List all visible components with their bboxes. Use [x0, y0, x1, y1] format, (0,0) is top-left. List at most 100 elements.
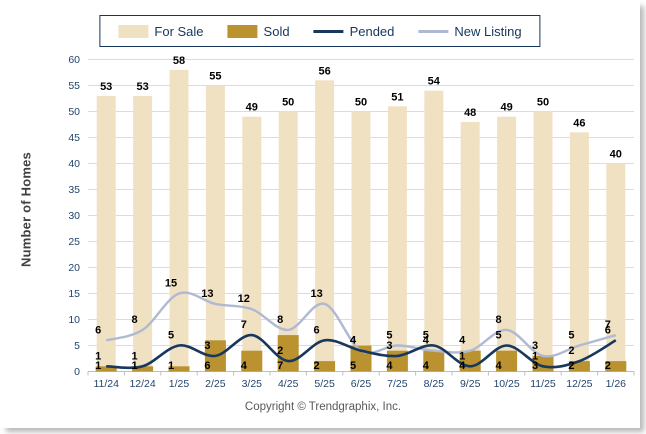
y-tick-label: 35 [68, 184, 80, 196]
bar-for-sale [351, 111, 371, 372]
x-tick-label: 3/25 [242, 378, 263, 390]
label-pended: 4 [350, 335, 357, 347]
x-tick-label: 4/25 [278, 378, 299, 390]
bar-sold [496, 350, 518, 372]
label-pended: 1 [459, 350, 465, 362]
label-pended: 3 [386, 340, 392, 352]
label-sold: 2 [314, 360, 320, 372]
chart-canvas: 0 5 10 15 20 25 30 35 40 45 50 55 60 53 53 58 55 49 50 56 50… [18, 15, 635, 413]
bar-for-sale [387, 106, 407, 372]
bar-for-sale [569, 132, 589, 372]
label-sold: 4 [459, 360, 466, 372]
bar-for-sale [96, 95, 116, 372]
label-for-sale: 50 [355, 97, 367, 109]
label-pended: 1 [95, 350, 101, 362]
label-for-sale: 49 [500, 102, 512, 114]
legend-label: For Sale [154, 23, 204, 39]
label-new-listing: 8 [277, 314, 283, 326]
bar-for-sale [278, 111, 298, 372]
label-pended: 2 [277, 345, 283, 357]
label-new-listing: 15 [165, 278, 177, 290]
label-sold: 4 [241, 360, 248, 372]
label-new-listing: 12 [238, 293, 250, 305]
bar-for-sale [606, 163, 626, 372]
label-sold: 1 [132, 360, 138, 372]
label-for-sale: 49 [246, 102, 258, 114]
y-tick-label: 10 [68, 314, 80, 326]
label-pended: 5 [496, 330, 502, 342]
label-for-sale: 48 [464, 107, 476, 119]
label-new-listing: 4 [350, 335, 357, 347]
y-axis-title: Number of Homes [18, 152, 34, 267]
y-tick-label: 40 [68, 158, 80, 170]
label-pended: 5 [423, 330, 429, 342]
y-tick-label: 55 [68, 80, 80, 92]
copyright-text: Copyright © Trendgraphix, Inc. [244, 401, 402, 413]
label-pended: 1 [532, 350, 538, 362]
label-for-sale: 46 [573, 117, 585, 129]
label-new-listing: 7 [605, 319, 611, 331]
label-new-listing: 3 [532, 340, 538, 352]
y-tick-label: 0 [74, 366, 80, 378]
x-tick-label: 12/25 [566, 378, 592, 390]
bar-for-sale [169, 69, 189, 372]
y-tick-label: 5 [74, 340, 80, 352]
y-tick-label: 50 [68, 106, 80, 118]
label-for-sale: 50 [537, 97, 549, 109]
label-sold: 4 [423, 360, 430, 372]
bar-for-sale [497, 116, 517, 372]
label-new-listing: 4 [423, 335, 430, 347]
label-new-listing: 8 [496, 314, 502, 326]
label-pended: 2 [568, 345, 574, 357]
label-new-listing: 8 [132, 314, 138, 326]
x-tick-label: 2/25 [205, 378, 226, 390]
y-tick-label: 25 [68, 236, 80, 248]
label-pended: 5 [168, 330, 174, 342]
legend: For Sale Sold Pended New Listing [99, 15, 541, 47]
x-tick-label: 6/25 [351, 378, 372, 390]
bar-for-sale [460, 121, 480, 372]
label-new-listing: 6 [95, 324, 101, 336]
label-for-sale: 56 [318, 65, 330, 77]
label-new-listing: 4 [459, 335, 466, 347]
label-pended: 3 [204, 340, 210, 352]
label-sold: 3 [532, 360, 538, 372]
label-sold: 5 [350, 360, 356, 372]
legend-item-sold: Sold [227, 24, 290, 39]
label-for-sale: 40 [610, 149, 622, 161]
bar-for-sale [242, 116, 262, 372]
bar-sold [132, 366, 154, 372]
bar-sold [95, 366, 117, 372]
y-tick-label: 45 [68, 132, 80, 144]
label-sold: 1 [95, 360, 101, 372]
bar-sold [568, 361, 590, 372]
label-sold: 7 [277, 360, 283, 372]
y-tick-label: 15 [68, 288, 80, 300]
bar-sold [314, 361, 336, 372]
y-tick-label: 20 [68, 262, 80, 274]
legend-item-for-sale: For Sale [118, 23, 204, 39]
label-for-sale: 51 [391, 91, 403, 103]
legend-swatch-pended [313, 29, 344, 33]
label-for-sale: 55 [209, 71, 221, 83]
legend-item-new-listing: New Listing [418, 24, 522, 39]
legend-swatch-sold [227, 24, 258, 38]
bar-for-sale [424, 90, 444, 372]
pended-line [106, 333, 617, 370]
x-tick-label: 5/25 [314, 378, 335, 390]
label-sold: 2 [605, 360, 611, 372]
legend-label: Pended [349, 23, 395, 39]
legend-swatch-for-sale [118, 24, 149, 38]
label-pended: 6 [314, 324, 320, 336]
label-new-listing: 5 [568, 330, 574, 342]
label-sold: 1 [168, 360, 174, 372]
y-tick-label: 60 [68, 54, 80, 66]
label-new-listing: 13 [310, 288, 322, 300]
x-tick-label: 12/24 [129, 378, 155, 390]
label-for-sale: 53 [100, 81, 112, 93]
label-for-sale: 58 [173, 55, 185, 67]
label-pended: 7 [241, 319, 247, 331]
legend-item-pended: Pended [313, 23, 395, 39]
label-sold: 6 [204, 360, 210, 372]
